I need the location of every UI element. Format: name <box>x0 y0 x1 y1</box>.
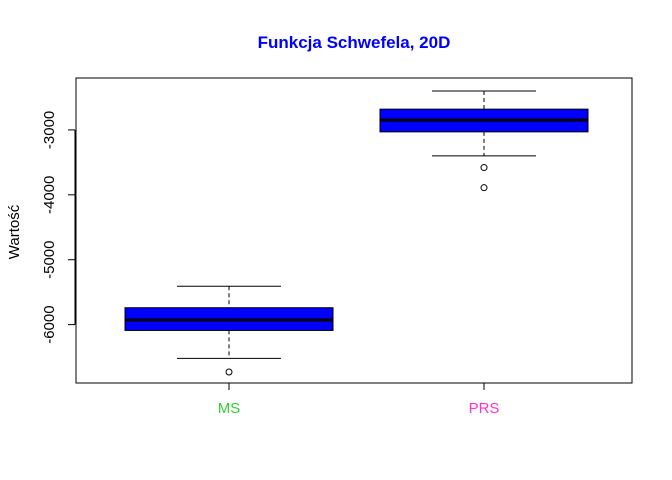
y-axis-label: Wartość <box>6 204 23 259</box>
outlier-point <box>225 368 233 376</box>
boxes: MS PRS <box>124 90 589 417</box>
outlier-point <box>480 164 488 172</box>
y-tick-label: -5000 <box>41 241 58 279</box>
y-tick-label: -4000 <box>41 176 58 214</box>
x-tick-label: PRS <box>469 400 500 417</box>
chart-title: Funkcja Schwefela, 20D <box>258 33 451 52</box>
y-axis: -6000 -5000 -4000 -3000 <box>41 111 76 344</box>
x-tick-label: MS <box>218 400 241 417</box>
outlier-point <box>480 184 488 192</box>
box-ms: MS <box>124 285 334 417</box>
plot-frame <box>75 77 633 384</box>
y-tick-label: -3000 <box>41 111 58 149</box>
box-prs: PRS <box>379 90 589 417</box>
y-tick-label: -6000 <box>41 305 58 343</box>
